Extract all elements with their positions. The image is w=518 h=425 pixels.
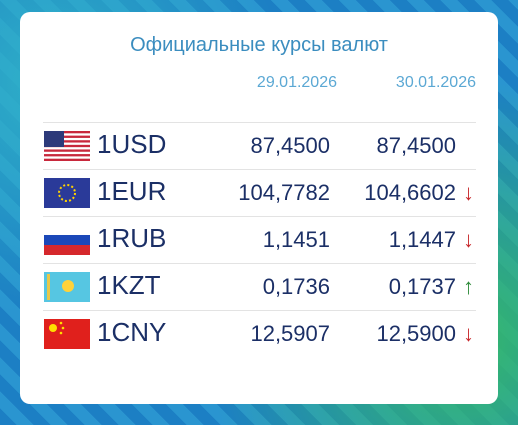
rate: 12,5900 xyxy=(376,321,456,346)
flag xyxy=(44,272,90,302)
row-divider xyxy=(43,263,476,264)
rate: 104,7782 xyxy=(238,180,330,205)
rate: 0,1736 xyxy=(262,274,330,299)
row-divider xyxy=(43,122,476,123)
flag-icon xyxy=(44,319,90,349)
currency-code: 1KZT xyxy=(97,270,161,300)
rate: 87,4500 xyxy=(250,133,330,158)
flag xyxy=(44,319,90,349)
rate: 104,6602 xyxy=(364,180,456,205)
flag xyxy=(44,178,90,208)
currency-code: 1CNY xyxy=(97,317,167,347)
trend-arrow: ↓ xyxy=(463,180,474,205)
currency-code: 1EUR xyxy=(97,176,167,206)
trend-arrow: ↑ xyxy=(463,274,474,299)
rates-card: Официальные курсы валют 29.01.2026 30.01… xyxy=(20,12,498,404)
flag-icon xyxy=(44,225,90,255)
currency-code: 1RUB xyxy=(97,223,167,253)
flag-icon xyxy=(44,272,90,302)
date: 30.01.2026 xyxy=(395,74,476,91)
trend-arrow: ↓ xyxy=(463,321,474,346)
rate: 12,5907 xyxy=(250,321,330,346)
flag-icon xyxy=(44,178,90,208)
flag-icon xyxy=(44,131,90,161)
row-divider xyxy=(43,169,476,170)
title: Официальные курсы валют xyxy=(130,34,388,56)
rate: 87,4500 xyxy=(376,133,456,158)
row-divider xyxy=(43,310,476,311)
currency-code: 1USD xyxy=(97,129,167,159)
row-divider xyxy=(43,216,476,217)
flag xyxy=(44,225,90,255)
flag xyxy=(44,131,90,161)
rate: 1,1451 xyxy=(262,227,330,252)
date: 29.01.2026 xyxy=(256,74,337,91)
rate: 0,1737 xyxy=(388,274,456,299)
rate: 1,1447 xyxy=(388,227,456,252)
trend-arrow: ↓ xyxy=(463,227,474,252)
